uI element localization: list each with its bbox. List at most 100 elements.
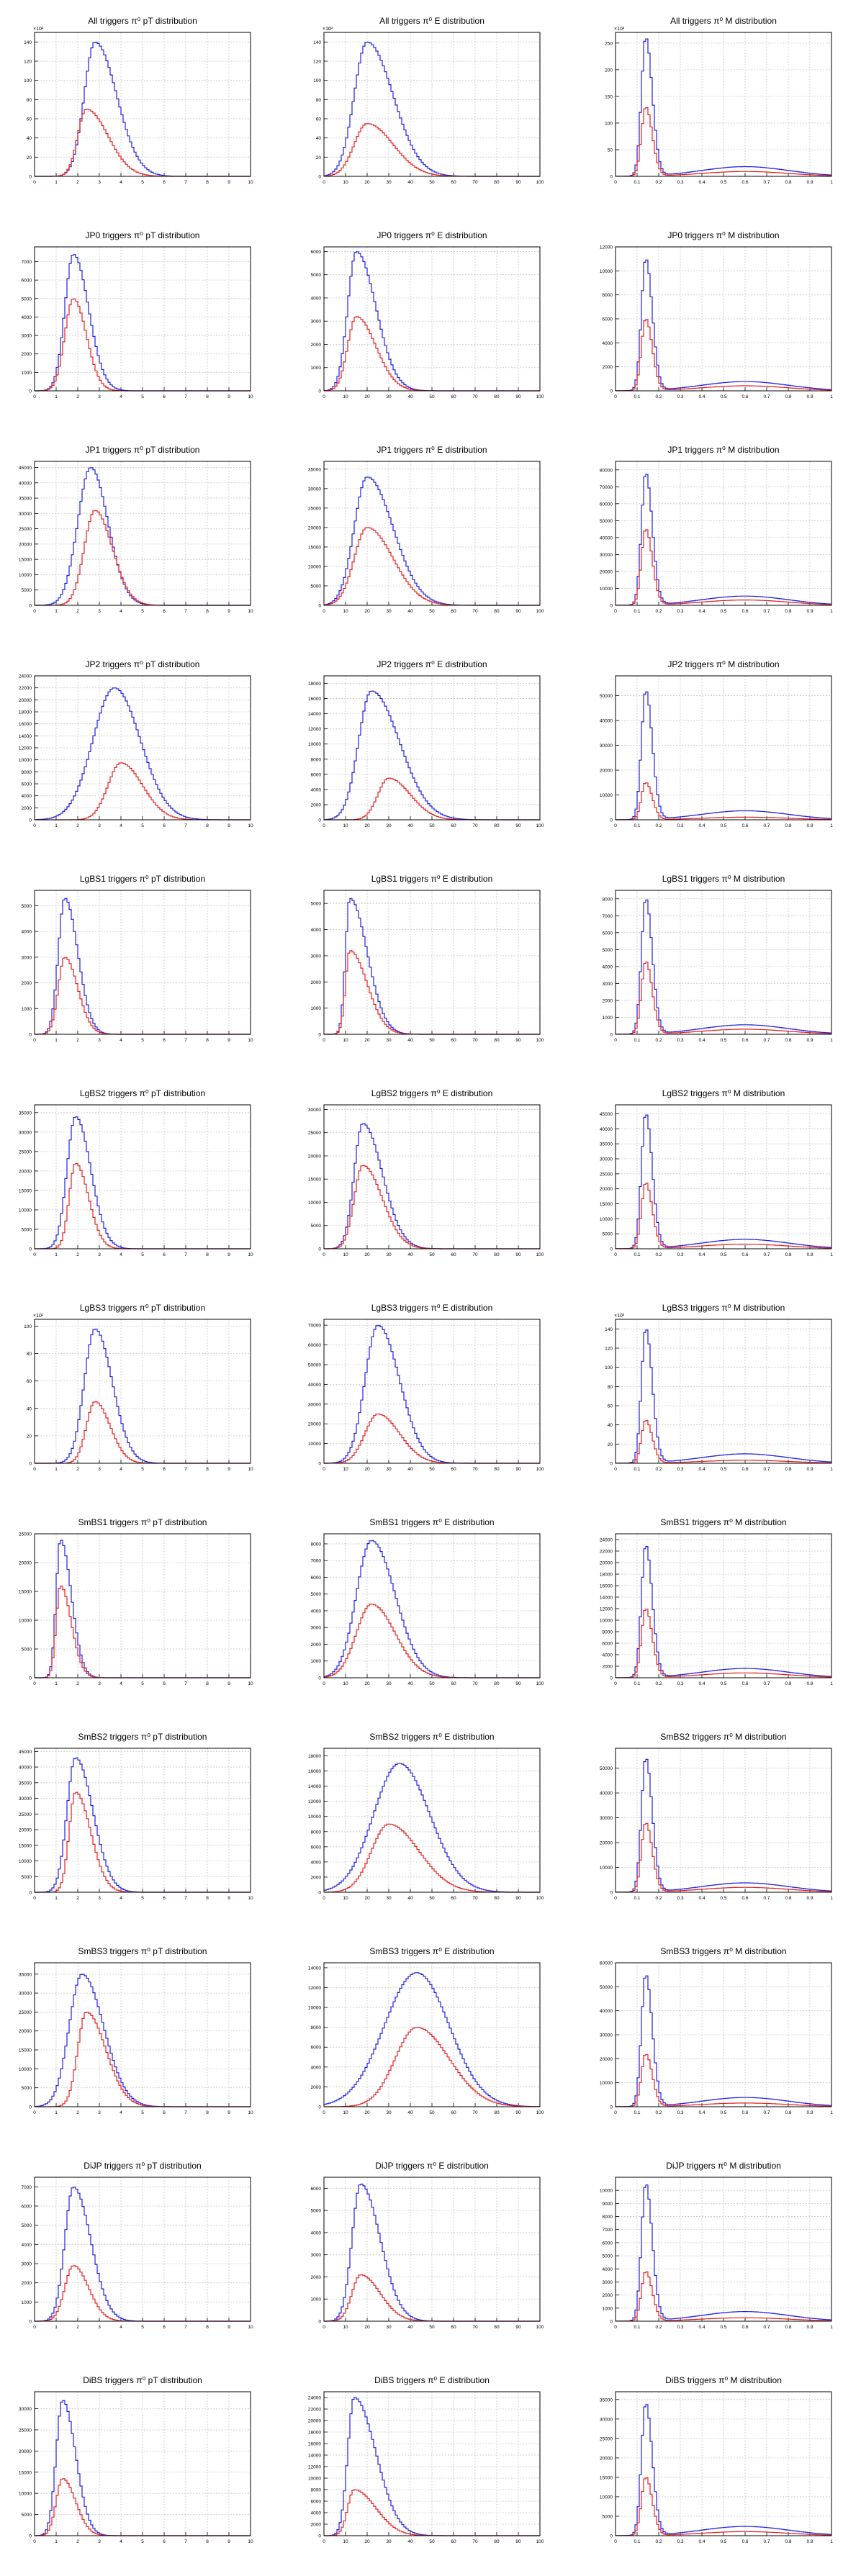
x-tick-label: 0.8 — [785, 2110, 791, 2115]
chart-0: All triggers π⁰ pT distribution×10³02040… — [24, 16, 253, 185]
x-tick-label: 0.5 — [720, 1896, 726, 1901]
x-tick-label: 0.4 — [698, 609, 705, 614]
x-tick-label: 0.9 — [806, 180, 813, 185]
plot-frame — [615, 1533, 832, 1678]
y-tick-label: 2000 — [603, 998, 613, 1003]
y-tick-label: 25000 — [19, 2428, 32, 2433]
y-tick-label: 40000 — [600, 2009, 613, 2014]
x-tick-label: 80 — [494, 2539, 500, 2544]
y-tick-label: 5000 — [22, 588, 32, 593]
x-tick-label: 0.6 — [741, 2325, 748, 2330]
x-tick-label: 0 — [33, 1896, 36, 1901]
x-tick-label: 70 — [472, 394, 478, 399]
y-tick-label: 60 — [608, 1404, 613, 1409]
x-tick-label: 9 — [227, 609, 230, 614]
y-tick-label: 120 — [24, 60, 32, 65]
y-tick-label: 35000 — [600, 1142, 613, 1147]
x-tick-label: 0.1 — [634, 394, 640, 399]
y-tick-label: 120 — [605, 1347, 613, 1352]
x-tick-label: 0.8 — [785, 1896, 791, 1901]
plot-frame — [615, 1748, 832, 1893]
x-tick-label: 0.1 — [634, 180, 640, 185]
y-tick-label: 14000 — [600, 1596, 613, 1601]
x-tick-label: 0.6 — [741, 394, 748, 399]
y-tick-label: 0 — [29, 389, 32, 394]
x-tick-label: 80 — [494, 609, 500, 614]
y-tick-label: 20000 — [308, 525, 321, 530]
x-tick-label: 0.8 — [785, 180, 791, 185]
chart-1: All triggers π⁰ E distribution ×10³ 0 20 40 6… — [313, 16, 544, 185]
y-tick-label: 30000 — [600, 1157, 613, 1162]
y-tick-label: 22000 — [19, 686, 32, 691]
chart-35: DiBS triggers π⁰ M distribution 0 5000 1000… — [600, 2375, 833, 2544]
x-tick-label: 0.1 — [634, 1252, 640, 1257]
x-tick-label: 0.3 — [677, 2539, 683, 2544]
y-tick-label: 0 — [318, 1462, 321, 1467]
y-tick-label: 3000 — [311, 1626, 322, 1631]
chart-title: DiBS triggers π⁰ pT distribution — [83, 2375, 202, 2385]
x-tick-label: 1 — [830, 2539, 833, 2544]
x-tick-label: 70 — [472, 1896, 478, 1901]
y-tick-label: 22000 — [308, 2408, 321, 2413]
x-tick-label: 0.7 — [763, 609, 770, 614]
x-tick-label: 0.9 — [806, 823, 813, 828]
x-tick-label: 10 — [248, 1038, 253, 1043]
y-tick-label: 25000 — [19, 527, 32, 532]
chart-title: JP0 triggers π⁰ E distribution — [377, 230, 487, 240]
x-tick-label: 0.2 — [655, 609, 662, 614]
y-tick-label: 1000 — [22, 2300, 32, 2305]
x-tick-label: 7 — [184, 1252, 187, 1257]
x-tick-label: 9 — [227, 180, 230, 185]
y-tick-label: 25000 — [19, 2010, 32, 2015]
plot-frame — [34, 246, 251, 392]
red-histogram — [616, 2271, 831, 2322]
x-tick-label: 0.2 — [655, 1467, 662, 1472]
y-tick-label: 30000 — [19, 1797, 32, 1802]
x-tick-label: 80 — [494, 180, 500, 185]
x-tick-label: 0 — [323, 823, 325, 828]
x-tick-label: 100 — [536, 609, 544, 614]
y-tick-label: 6000 — [311, 2046, 322, 2051]
chart-30: DiJP triggers π⁰ pT distribution 0 1000 200… — [22, 2161, 253, 2330]
y-tick-label: 18000 — [308, 682, 321, 687]
x-tick-label: 4 — [120, 1896, 122, 1901]
y-tick-label: 1000 — [311, 1659, 322, 1664]
x-tick-label: 100 — [536, 2539, 544, 2544]
x-tick-label: 0.4 — [698, 823, 705, 828]
x-tick-label: 100 — [536, 394, 544, 399]
x-tick-label: 0.5 — [720, 823, 726, 828]
y-tick-label: 6000 — [603, 2241, 613, 2246]
y-tick-label: 22000 — [600, 1550, 613, 1555]
y-tick-label: 20000 — [600, 2057, 613, 2062]
plot-frame — [323, 2177, 541, 2322]
y-tick-label: 40 — [316, 136, 322, 141]
blue-histogram — [35, 687, 251, 821]
y-tick-label: 25000 — [308, 506, 321, 511]
red-histogram — [324, 777, 540, 821]
x-tick-label: 90 — [515, 180, 521, 185]
x-tick-label: 1 — [55, 823, 58, 828]
x-tick-label: 70 — [472, 180, 478, 185]
plot-frame — [615, 461, 832, 606]
y-tick-label: 0 — [29, 1891, 32, 1896]
y-tick-label: 60 — [27, 117, 32, 122]
y-tick-label: 2000 — [603, 365, 613, 370]
plot-frame — [34, 890, 251, 1035]
x-tick-label: 30 — [386, 2325, 392, 2330]
y-multiplier: ×10³ — [33, 27, 44, 32]
x-tick-label: 0 — [33, 2110, 36, 2115]
y-tick-label: 15000 — [600, 2475, 613, 2480]
x-tick-label: 50 — [429, 823, 435, 828]
x-tick-label: 70 — [472, 2110, 478, 2115]
x-tick-label: 0.6 — [741, 1467, 748, 1472]
x-tick-label: 80 — [494, 823, 500, 828]
y-tick-label: 50000 — [600, 1985, 613, 1990]
chart-title: SmBS1 triggers π⁰ pT distribution — [78, 1517, 207, 1527]
x-tick-label: 5 — [141, 1896, 144, 1901]
chart-title: JP2 triggers π⁰ M distribution — [667, 659, 779, 669]
y-tick-label: 0 — [29, 2105, 32, 2110]
y-tick-label: 0 — [318, 389, 321, 394]
y-tick-label: 4000 — [311, 787, 322, 792]
y-tick-label: 0 — [318, 2534, 321, 2539]
